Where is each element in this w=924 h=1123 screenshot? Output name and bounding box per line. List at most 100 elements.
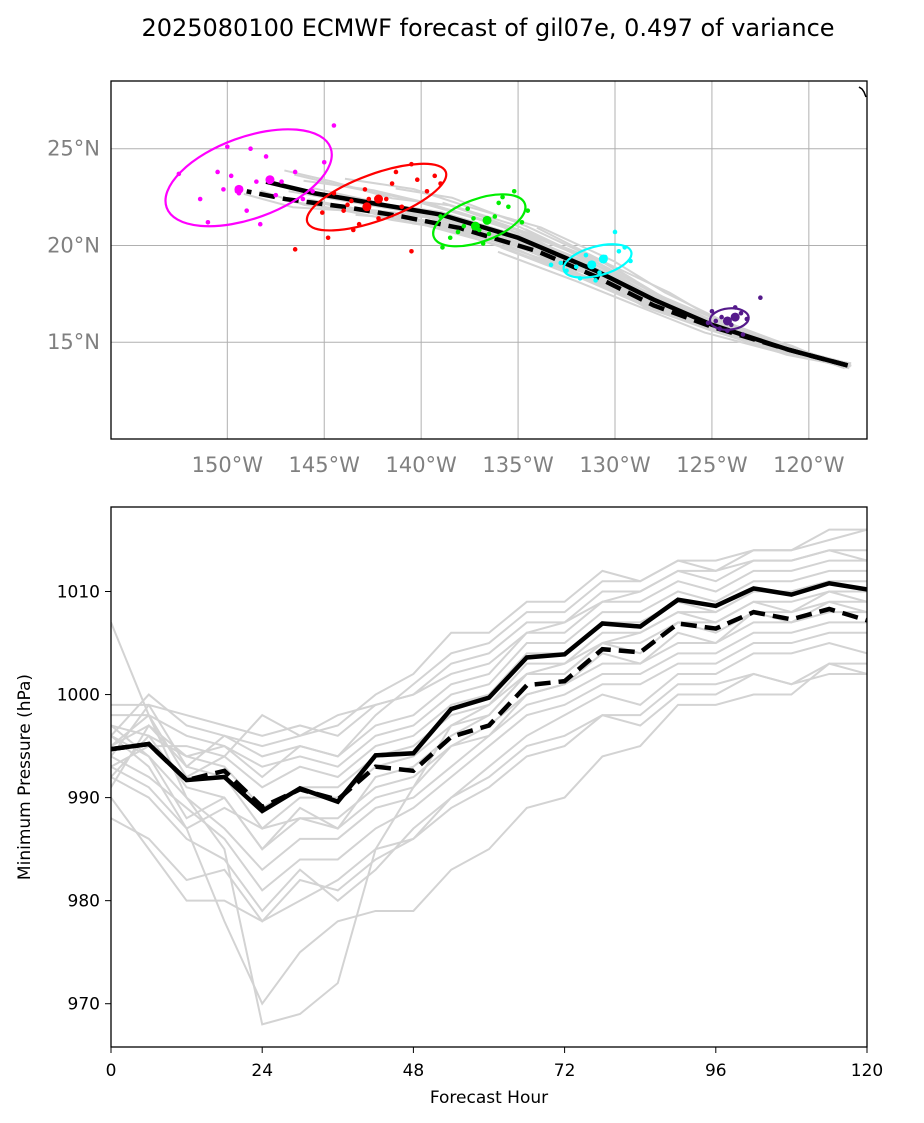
ensemble-track (303, 179, 849, 369)
pressure-ylabel: Minimum Pressure (hPa) (15, 674, 35, 880)
mean-position-dot (374, 194, 384, 204)
member-position-dot (362, 187, 368, 192)
pressure-x-tick-label: 24 (251, 1061, 273, 1081)
member-position-dot (292, 169, 298, 175)
member-position-dot (492, 214, 498, 219)
member-position-dot (273, 192, 279, 198)
member-position-dot (319, 210, 325, 215)
map-lon-tick-label: 125°W (676, 453, 748, 477)
ensemble-pressure-line (111, 590, 867, 851)
member-position-dot (366, 196, 372, 202)
ensemble-pressure-line (111, 611, 867, 851)
member-position-dot (447, 235, 453, 241)
member-position-dot (597, 270, 602, 275)
member-position-dot (583, 252, 589, 258)
member-position-dot (414, 177, 420, 182)
member-position-dot (486, 231, 492, 237)
member-position-dot (465, 206, 470, 212)
mean-position-dot (234, 184, 244, 194)
mean-position-dot (470, 221, 480, 231)
member-position-dot (225, 144, 230, 150)
ensemble-pressure-line (111, 641, 867, 913)
map-grid (111, 81, 867, 439)
member-position-dot (424, 189, 430, 194)
member-position-dot (461, 223, 467, 229)
member-position-dot (740, 332, 746, 337)
member-position-dot (325, 235, 331, 241)
member-position-dot (612, 229, 618, 235)
member-position-dot (713, 318, 719, 324)
member-position-dot (263, 154, 269, 159)
member-position-dot (500, 194, 505, 200)
uncertainty-ellipse (305, 162, 448, 232)
map-frame (110, 80, 868, 440)
member-position-dot (257, 221, 263, 227)
pressure-xlabel: Forecast Hour (430, 1088, 548, 1108)
coastline-mark (858, 86, 867, 98)
member-position-dot (389, 181, 395, 186)
member-position-dot (244, 208, 249, 213)
member-position-dot (519, 219, 525, 225)
member-position-dot (393, 169, 399, 175)
pressure-y-tick-label: 1000 (57, 686, 100, 706)
track-map-panel: 150°W 145°W 140°W 135°W 130°W 125°W 120°W 15°N 2… (47, 80, 868, 477)
mean-pressure-line (111, 580, 867, 814)
ensemble-track (536, 226, 846, 370)
position-scatter (176, 123, 763, 337)
map-lon-tick-label: 130°W (579, 453, 651, 477)
uncertainty-ellipses (164, 128, 750, 331)
mean-position-dot (362, 202, 372, 212)
mean-position-dot (598, 254, 608, 264)
ensemble-pressure-line (111, 600, 867, 830)
map-lon-tick-label: 135°W (482, 453, 554, 477)
member-position-dot (248, 146, 253, 152)
member-position-dot (432, 173, 438, 179)
map-ticks: 150°W 145°W 140°W 135°W 130°W 125°W 120°W 15°N 2… (47, 86, 867, 477)
ensemble-track (524, 228, 850, 368)
member-position-dot (300, 196, 306, 202)
uncertainty-ellipse (164, 128, 333, 228)
ensemble-pressure-line (111, 528, 867, 788)
ensemble-pressure-line (111, 569, 867, 768)
figure-title: 2025080100 ECMWF forecast of gil07e, 0.4… (141, 14, 834, 42)
ensemble-pressure-line (111, 672, 867, 923)
mean-position-dot (482, 215, 492, 225)
pressure-x-tick-label: 96 (705, 1061, 727, 1081)
pressure-panel: 0 24 48 72 96 120 970 980 990 1000 1010 Forecast H… (15, 506, 883, 1108)
member-position-dot (254, 179, 259, 184)
member-position-dot (292, 247, 298, 252)
member-position-dot (738, 310, 744, 316)
pressure-y-tick-label: 990 (68, 789, 100, 809)
uncertainty-ellipse (708, 307, 750, 331)
member-position-dot (506, 204, 511, 210)
member-position-dot (349, 198, 354, 204)
control-pressure-line (111, 606, 867, 810)
map-lat-tick-label: 20°N (47, 233, 100, 257)
member-position-dot (455, 229, 461, 235)
map-lon-tick-label: 120°W (773, 453, 845, 477)
ensemble-pressure-line (111, 662, 867, 1006)
member-position-dot (331, 123, 337, 128)
pressure-y-tick-label: 980 (68, 892, 100, 912)
uncertainty-ellipse (562, 243, 633, 279)
member-position-dot (709, 308, 715, 314)
member-position-dot (616, 248, 622, 254)
member-position-dot (511, 189, 517, 194)
map-lon-tick-label: 145°W (289, 453, 361, 477)
map-lon-tick-label: 150°W (192, 453, 264, 477)
ensemble-pressure-line (111, 549, 867, 779)
mean-tracks (246, 179, 849, 368)
ensemble-pressure-line (111, 580, 867, 1026)
member-position-dot (496, 200, 501, 206)
ensemble-pressure-line (111, 549, 867, 757)
ensemble-pressure-line (111, 528, 867, 779)
member-position-dot (525, 208, 531, 213)
mean-position-dot (722, 316, 732, 326)
mean-position-dot (587, 260, 597, 270)
ensemble-track (530, 238, 848, 367)
member-position-dot (573, 264, 579, 270)
member-position-dot (558, 260, 564, 266)
member-position-dot (279, 179, 284, 184)
member-position-dot (215, 169, 220, 175)
member-position-dot (399, 204, 405, 210)
